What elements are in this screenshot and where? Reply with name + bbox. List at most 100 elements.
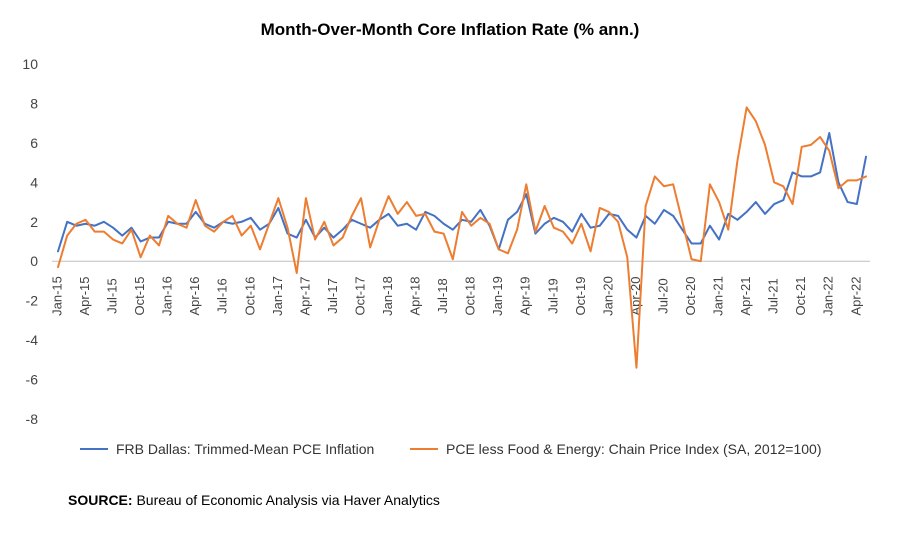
data-point-series-1 [534,231,536,233]
data-point-series-1 [332,244,334,246]
x-tick-label: Oct-17 [352,276,367,315]
y-tick-label: 0 [30,253,38,269]
x-tick-label: Jan-16 [160,276,175,316]
data-point-series-1 [847,179,849,181]
x-tick-label: Apr-17 [297,276,312,315]
x-tick-label: Oct-16 [242,276,257,315]
data-point-series-1 [140,256,142,258]
data-point-series-0 [782,199,784,201]
data-point-series-0 [140,241,142,243]
data-point-series-0 [617,215,619,217]
data-point-series-0 [433,215,435,217]
x-tick-label: Apr-16 [187,276,202,315]
data-point-series-1 [819,136,821,138]
y-tick-label: 6 [30,135,38,151]
data-point-series-0 [562,221,564,223]
data-point-series-0 [195,211,197,213]
x-tick-label: Jul-21 [766,278,781,313]
data-point-series-1 [718,201,720,203]
data-point-series-1 [645,205,647,207]
data-point-series-0 [865,156,867,158]
x-tick-label: Jan-20 [600,276,615,316]
data-point-series-1 [94,231,96,233]
data-point-series-0 [241,221,243,223]
source-text: Bureau of Economic Analysis via Haver An… [132,492,440,508]
data-point-series-0 [158,237,160,239]
x-tick-label: Jan-15 [49,276,64,316]
data-point-series-0 [470,221,472,223]
y-tick-label: -2 [26,293,39,309]
data-point-series-1 [700,260,702,262]
data-point-series-1 [507,252,509,254]
data-point-series-1 [571,242,573,244]
data-point-series-1 [599,207,601,209]
data-point-series-1 [158,244,160,246]
data-point-series-0 [507,219,509,221]
data-point-series-1 [828,150,830,152]
data-point-series-0 [544,223,546,225]
data-point-series-0 [819,171,821,173]
data-point-series-1 [231,215,233,217]
data-point-series-1 [672,183,674,185]
data-point-series-0 [360,223,362,225]
legend-item-trimmed-mean: FRB Dallas: Trimmed-Mean PCE Inflation [80,441,374,457]
y-tick-label: -4 [26,332,39,348]
x-tick-label: Jan-21 [711,276,726,316]
x-tick-label: Jul-17 [325,278,340,313]
data-point-series-1 [544,205,546,207]
data-point-series-1 [635,367,637,369]
data-point-series-0 [635,237,637,239]
data-point-series-1 [856,179,858,181]
data-point-series-1 [424,213,426,215]
data-point-series-0 [259,229,261,231]
data-point-series-0 [250,217,252,219]
series-layer [57,106,867,369]
data-point-series-0 [654,223,656,225]
data-point-series-1 [268,223,270,225]
data-point-series-0 [672,215,674,217]
data-point-series-1 [85,219,87,221]
data-point-series-0 [213,227,215,229]
data-point-series-0 [718,239,720,241]
data-point-series-1 [746,106,748,108]
data-point-series-1 [461,211,463,213]
data-point-series-0 [397,225,399,227]
data-point-series-1 [663,185,665,187]
data-point-series-0 [342,229,344,231]
x-tick-label: Oct-15 [132,276,147,315]
data-point-series-0 [764,213,766,215]
data-point-series-1 [167,215,169,217]
data-point-series-1 [241,235,243,237]
data-point-series-1 [323,221,325,223]
data-point-series-0 [773,203,775,205]
data-point-series-0 [369,227,371,229]
data-point-series-1 [121,242,123,244]
x-tick-label: Jan-18 [380,276,395,316]
data-point-series-0 [580,213,582,215]
source-note: SOURCE: Bureau of Economic Analysis via … [68,492,440,508]
data-point-series-0 [810,175,812,177]
data-point-series-1 [406,201,408,203]
data-point-series-1 [590,250,592,252]
data-point-series-1 [837,187,839,189]
data-point-series-1 [489,223,491,225]
x-tick-label: Jul-15 [105,278,120,313]
data-point-series-1 [360,197,362,199]
data-point-series-0 [828,132,830,134]
x-tick-label: Jul-19 [545,278,560,313]
data-point-series-1 [287,227,289,229]
x-tick-label: Apr-21 [738,276,753,315]
data-point-series-0 [479,209,481,211]
x-tick-label: Jan-19 [490,276,505,316]
data-point-series-0 [296,237,298,239]
data-point-series-1 [149,235,151,237]
x-tick-label: Jan-22 [821,276,836,316]
data-point-series-1 [130,229,132,231]
data-point-series-0 [755,201,757,203]
data-point-series-1 [305,197,307,199]
data-point-series-1 [580,223,582,225]
data-point-series-0 [663,209,665,211]
data-point-series-0 [736,219,738,221]
x-tick-label: Apr-22 [848,276,863,315]
